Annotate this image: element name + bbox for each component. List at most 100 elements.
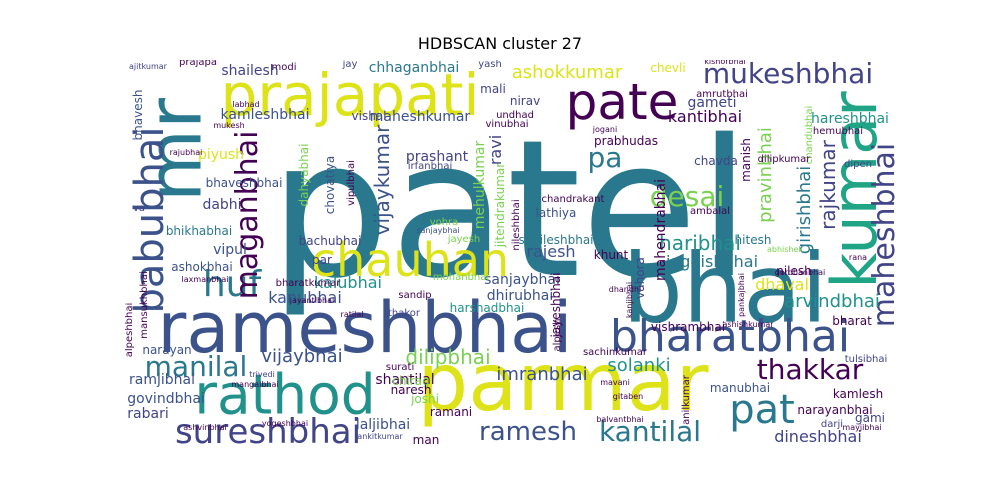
cloud-word: mali xyxy=(480,82,506,96)
cloud-word: labhad xyxy=(232,100,260,109)
cloud-word: pat xyxy=(729,387,795,433)
cloud-word: ajitkumar xyxy=(129,62,167,71)
cloud-word: manish xyxy=(739,138,753,182)
cloud-word: balvantbhai xyxy=(596,415,644,424)
cloud-word: jayesh xyxy=(447,234,481,245)
cloud-word: thakor xyxy=(387,308,421,319)
cloud-word: rathod xyxy=(194,362,376,427)
cloud-word: rana xyxy=(848,253,868,262)
cloud-word: thakkar xyxy=(756,353,864,386)
cloud-word: hareshbhai xyxy=(811,111,889,127)
cloud-word: hitesh xyxy=(734,233,772,247)
cloud-word: vipul xyxy=(213,242,247,258)
cloud-word: par xyxy=(312,253,332,267)
cloud-word: mukeshbhai xyxy=(702,60,874,90)
cloud-word: man xyxy=(412,433,440,447)
cloud-word: rajkumar xyxy=(816,140,840,230)
cloud-word: vinubhai xyxy=(485,119,529,130)
cloud-word: ashishkumar xyxy=(722,320,774,329)
cloud-word: desai xyxy=(649,180,725,213)
cloud-word: sureshbhai xyxy=(174,412,362,450)
cloud-word: ashokbhai xyxy=(171,260,233,274)
cloud-word: rabari xyxy=(127,406,169,422)
cloud-word: darji xyxy=(820,419,844,430)
cloud-word: nirav xyxy=(509,94,541,108)
cloud-word: prajapati xyxy=(220,61,480,129)
cloud-word: undhad xyxy=(496,110,534,121)
cloud-word: shailesh xyxy=(221,63,279,79)
cloud-word: chevli xyxy=(650,61,686,75)
cloud-word: vishrambhai xyxy=(650,320,726,334)
cloud-word: sanjaybhai xyxy=(484,272,560,288)
cloud-word: yash xyxy=(478,60,502,70)
cloud-word: mayjibhai xyxy=(842,423,882,432)
cloud-word: naresh xyxy=(390,383,432,397)
cloud-word: narayanbhai xyxy=(797,403,873,417)
word-cloud: patel bhai rameshbhai parmar prajapati pate ku… xyxy=(125,60,900,450)
cloud-word: manilal xyxy=(144,350,248,383)
cloud-word: ankitkumar xyxy=(357,432,403,441)
cloud-word: jt xyxy=(536,172,546,186)
cloud-word: laxmanbhai xyxy=(181,275,229,284)
cloud-word: ashokkumar xyxy=(511,62,623,83)
cloud-word: dhirubhai xyxy=(486,288,554,304)
cloud-word: imranbhai xyxy=(496,364,588,385)
cloud-word: gami xyxy=(855,411,885,425)
cloud-word: dhaval xyxy=(755,275,809,294)
cloud-word: chhaganbhai xyxy=(368,60,460,76)
cloud-word: haribhai xyxy=(659,231,741,255)
cloud-word: vohra xyxy=(429,217,459,228)
cloud-word: ramani xyxy=(429,405,473,419)
cloud-word: prashant xyxy=(405,149,469,165)
cloud-word: rajubhai xyxy=(169,148,203,157)
cloud-word: va xyxy=(132,203,146,214)
cloud-word: chovatiya xyxy=(323,155,337,215)
cloud-word: patel xyxy=(269,99,751,320)
cloud-word: vipulbhai xyxy=(346,160,357,206)
cloud-word: babubhai xyxy=(127,126,173,314)
cloud-word: nileshbhai xyxy=(511,199,522,251)
cloud-word: lathiya xyxy=(535,206,577,220)
cloud-word: joshi xyxy=(411,392,439,406)
cloud-word: pate xyxy=(565,73,679,131)
cloud-word: bharatkumar xyxy=(275,278,341,289)
cloud-word: narayan xyxy=(142,343,192,357)
cloud-word: jitendrakumar xyxy=(493,162,507,248)
cloud-word: girishbhai xyxy=(794,165,815,255)
cloud-word: kalubhai xyxy=(314,273,382,292)
cloud-word: gitaben xyxy=(612,392,644,401)
cloud-word: dipen xyxy=(844,159,872,170)
cloud-word: jayantibhai xyxy=(289,296,335,305)
cloud-word: kantibhai xyxy=(667,107,743,126)
cloud-word: harshadbhai xyxy=(449,301,525,315)
cloud-word: kantilal xyxy=(598,415,702,448)
cloud-word: mansukhbhai xyxy=(139,271,150,339)
cloud-word: trivedi xyxy=(249,370,275,379)
cloud-word: anilkumar xyxy=(681,375,692,425)
cloud-word: ramesh xyxy=(479,417,577,447)
cloud-word: huf xyxy=(202,264,262,305)
cloud-word: dilipkumar xyxy=(757,154,811,165)
cloud-word: kishorbhai xyxy=(704,60,746,66)
cloud-word: sachinkumar xyxy=(582,347,648,358)
cloud-word: prabhudas xyxy=(594,134,658,148)
cloud-word: gameti xyxy=(687,95,737,111)
cloud-word: kamleshbhai xyxy=(220,107,310,123)
cloud-word: ramjibhai xyxy=(129,372,195,388)
cloud-word: shaileshbhai xyxy=(518,233,594,247)
cloud-word: ambalal xyxy=(689,206,731,217)
cloud-word: alpesh xyxy=(552,318,563,352)
chart-title: HDBSCAN cluster 27 xyxy=(417,34,583,53)
cloud-word: bhikhabhai xyxy=(165,224,233,238)
cloud-word: nilesh xyxy=(776,264,812,278)
cloud-word: rameshbhai xyxy=(157,287,573,369)
cloud-word: bhai xyxy=(622,234,828,345)
cloud-word: tulsibhai xyxy=(844,354,888,365)
cloud-word: hemubhai xyxy=(812,126,864,137)
cloud-word: yogeshbhai xyxy=(261,419,309,428)
cloud-word: jogani xyxy=(592,125,618,134)
cloud-word: bharat xyxy=(832,314,872,328)
cloud-word: irfanbhai xyxy=(407,161,453,172)
cloud-word: dabhi xyxy=(202,197,242,213)
cloud-word: dineshbhai xyxy=(774,427,862,446)
